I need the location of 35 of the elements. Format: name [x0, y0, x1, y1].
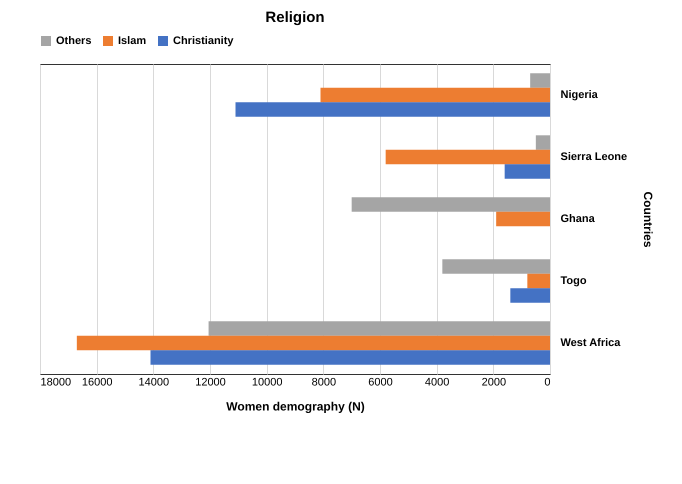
bar — [442, 259, 550, 274]
x-tick-label: 16000 — [82, 376, 112, 388]
bar — [150, 350, 550, 365]
x-tick-label: 12000 — [195, 376, 226, 388]
bar — [504, 164, 550, 179]
chart-title: Religion — [265, 9, 325, 26]
bar — [530, 73, 550, 88]
x-tick-label: 18000 — [40, 376, 72, 388]
bar — [496, 212, 550, 226]
x-tick-label: 2000 — [482, 376, 506, 388]
y-tick-label: Sierra Leone — [560, 151, 628, 163]
y-tick-label: Ghana — [560, 213, 596, 225]
x-axis-title: Women demography (N) — [226, 400, 365, 414]
x-tick-label: 14000 — [138, 376, 170, 388]
legend-label: Christianity — [173, 35, 234, 47]
bar — [208, 321, 550, 336]
bar — [527, 274, 550, 288]
bar — [236, 102, 550, 117]
x-tick-label: 8000 — [312, 376, 336, 388]
y-tick-label: West Africa — [560, 337, 622, 349]
y-tick-label: Togo — [560, 275, 587, 287]
x-tick-label: 4000 — [424, 376, 450, 388]
x-tick-label: 6000 — [368, 376, 393, 388]
x-tick-label: 0 — [544, 376, 550, 388]
bar — [536, 135, 550, 150]
legend-label: Islam — [118, 35, 146, 47]
y-axis-title: Countries — [641, 191, 656, 248]
x-tick-label: 10000 — [252, 376, 282, 388]
bar — [510, 288, 550, 303]
bar — [320, 88, 550, 102]
bar — [386, 150, 550, 164]
bar — [352, 197, 550, 212]
legend-label: Others — [56, 35, 92, 47]
bar — [76, 336, 550, 350]
y-tick-label: Nigeria — [560, 89, 599, 101]
